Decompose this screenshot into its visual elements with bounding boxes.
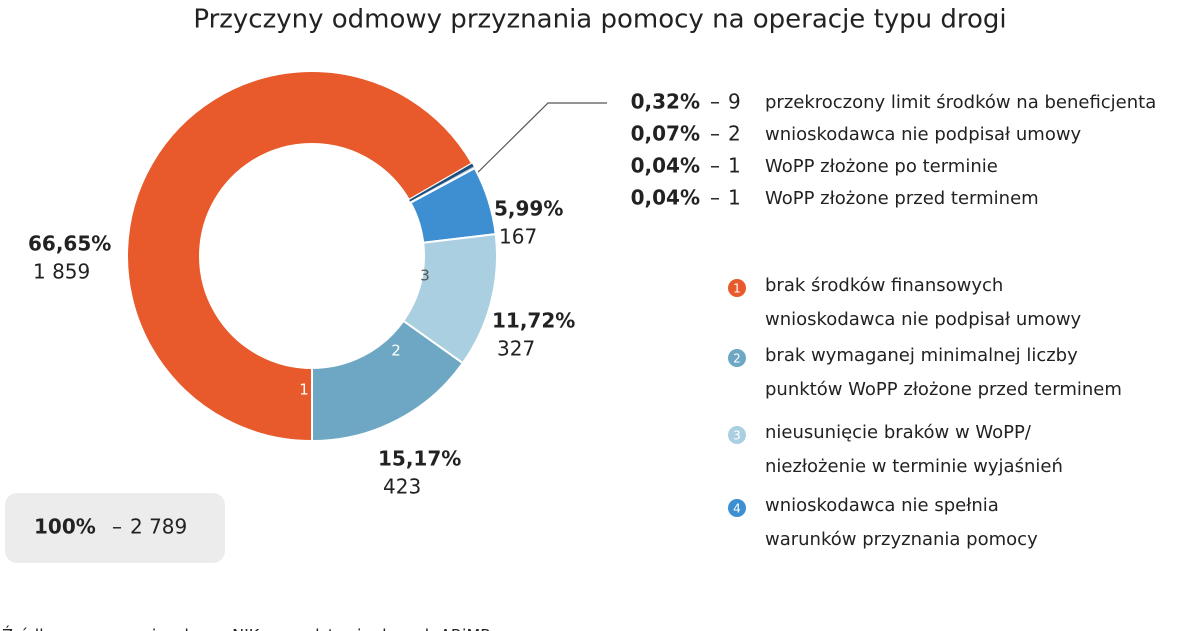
value-label: 0,04% xyxy=(631,154,700,178)
legend-marker xyxy=(728,499,746,517)
legend-text: brak wymaganej minimalnej liczby xyxy=(765,345,1078,366)
count-label: 1 xyxy=(728,154,741,178)
legend-number: 4 xyxy=(733,502,741,516)
source: Źródło: opracowanie własne NIK na podsta… xyxy=(2,626,491,631)
count-label: 167 xyxy=(499,225,537,249)
value-label: 0,32% xyxy=(631,90,700,114)
legend-text: punktów WoPP złożone przed terminem xyxy=(765,379,1122,400)
slice-number: 2 xyxy=(391,342,401,360)
chart-title: Przyczyny odmowy przyznania pomocy na op… xyxy=(193,5,1006,35)
legend-text: nieusunięcie braków w WoPP/ xyxy=(765,422,1032,443)
legend-marker xyxy=(728,426,746,444)
total-count: 2 789 xyxy=(130,515,187,539)
value-label: 66,65% xyxy=(28,232,111,256)
separator: – xyxy=(710,122,720,146)
count-label: 9 xyxy=(728,90,741,114)
count-label: 423 xyxy=(383,475,421,499)
legend-marker xyxy=(728,279,746,297)
count-label: 327 xyxy=(497,337,535,361)
legend-text: niezłożenie w terminie wyjaśnień xyxy=(765,456,1063,477)
slice-number: 4 xyxy=(413,221,423,239)
count-label: 1 xyxy=(728,186,741,210)
leader-line xyxy=(461,102,607,189)
separator: – xyxy=(710,186,720,210)
value-label: 0,07% xyxy=(631,122,700,146)
count-label: 2 xyxy=(728,122,741,146)
legend-text: wnioskodawca nie spełnia xyxy=(765,495,999,516)
separator: – xyxy=(112,515,122,539)
donut-slice xyxy=(126,70,474,443)
legend-marker xyxy=(728,349,746,367)
value-label: 15,17% xyxy=(378,447,461,471)
separator: – xyxy=(710,90,720,114)
value-label: 0,04% xyxy=(631,186,700,210)
legend-number: 3 xyxy=(733,429,741,443)
legend-text: WoPP złożone po terminie xyxy=(765,156,998,177)
separator: – xyxy=(710,154,720,178)
legend-number: 2 xyxy=(733,352,741,366)
value-label: 5,99% xyxy=(494,197,563,221)
legend-text: wnioskodawca nie podpisał umowy xyxy=(765,309,1082,330)
count-label: 1 859 xyxy=(33,260,90,284)
total-box xyxy=(5,493,225,563)
total-label: 100% xyxy=(34,515,96,539)
legend-text: wnioskodawca nie podpisał umowy xyxy=(765,124,1082,145)
value-label: 11,72% xyxy=(492,309,575,333)
legend-text: warunków przyznania pomocy xyxy=(765,529,1038,550)
legend-text: brak środków finansowych xyxy=(765,275,1003,296)
legend-number: 1 xyxy=(733,282,741,296)
slice-number: 1 xyxy=(299,381,309,399)
legend-text: WoPP złożone przed terminem xyxy=(765,188,1039,209)
slice-number: 3 xyxy=(420,267,430,285)
legend-text: przekroczony limit środków na beneficjen… xyxy=(765,92,1156,113)
donut-slice xyxy=(311,319,465,443)
